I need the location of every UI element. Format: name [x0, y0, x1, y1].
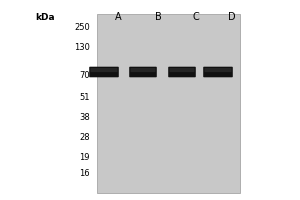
Bar: [97, 14, 240, 193]
Text: A: A: [115, 12, 121, 22]
FancyBboxPatch shape: [89, 67, 119, 77]
Text: 19: 19: [80, 154, 90, 162]
Text: 16: 16: [80, 168, 90, 178]
Text: C: C: [193, 12, 200, 22]
Text: 70: 70: [80, 71, 90, 79]
Text: kDa: kDa: [35, 13, 55, 22]
Text: D: D: [228, 12, 236, 22]
Text: 130: 130: [74, 44, 90, 52]
Text: 51: 51: [80, 92, 90, 102]
FancyBboxPatch shape: [130, 68, 155, 72]
Text: 38: 38: [79, 112, 90, 121]
FancyBboxPatch shape: [169, 68, 194, 72]
FancyBboxPatch shape: [129, 67, 157, 77]
Text: B: B: [154, 12, 161, 22]
FancyBboxPatch shape: [205, 68, 232, 72]
FancyBboxPatch shape: [168, 67, 196, 77]
Text: 250: 250: [74, 22, 90, 31]
FancyBboxPatch shape: [203, 67, 233, 77]
Text: 28: 28: [80, 132, 90, 142]
FancyBboxPatch shape: [91, 68, 118, 72]
